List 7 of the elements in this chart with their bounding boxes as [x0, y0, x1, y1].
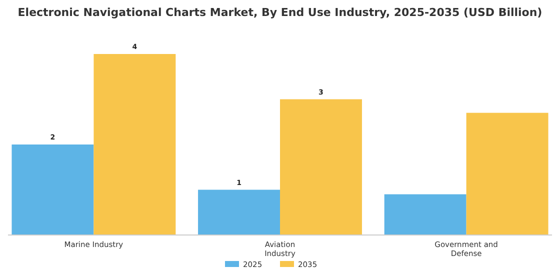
bar [198, 190, 280, 235]
bar [280, 99, 362, 235]
bar [94, 54, 176, 235]
chart-title: Electronic Navigational Charts Market, By End Use Industry, 2025-2035 (USD Billion) [18, 6, 542, 19]
bar [466, 112, 548, 235]
bar [384, 194, 466, 235]
bar [12, 144, 94, 235]
